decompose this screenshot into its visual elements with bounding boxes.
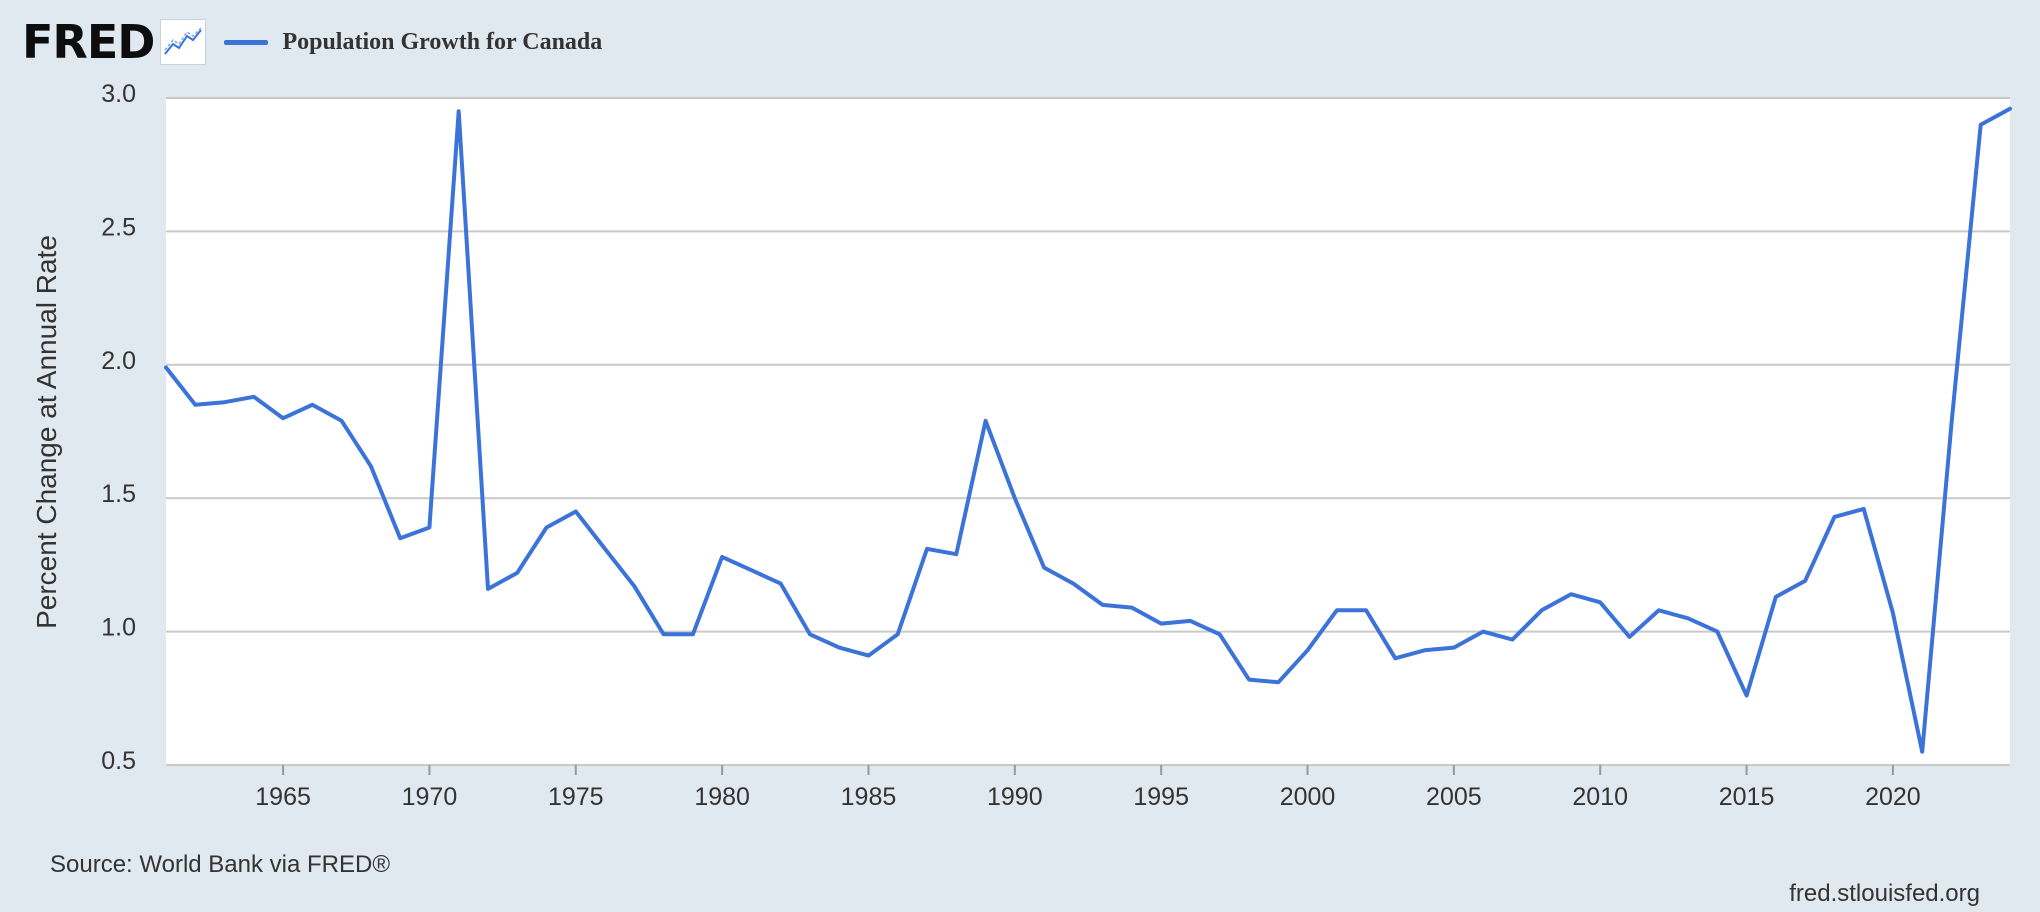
x-tick-label: 2020	[1865, 783, 1921, 811]
series-lines	[164, 106, 2012, 754]
legend[interactable]: Population Growth for Canada	[224, 29, 602, 56]
y-tick-label: 0.5	[101, 747, 136, 775]
x-tick-label: 1970	[402, 783, 458, 811]
trend-chart-icon[interactable]	[160, 19, 207, 65]
y-tick-labels: 0.5 1.0 1.5 2.0 2.5 3.0	[101, 80, 136, 775]
y-tick-label: 1.5	[101, 480, 136, 508]
y-tick-label: 3.0	[101, 80, 136, 108]
site-link[interactable]: fred.stlouisfed.org	[1789, 880, 1980, 907]
chart-header: FRED Population Growth for Canada	[22, 14, 602, 70]
source-note: Source: World Bank via FRED®	[50, 851, 391, 878]
y-tick-label: 2.5	[101, 213, 136, 241]
x-tick-label: 2010	[1572, 783, 1628, 811]
x-tick-label: 1985	[841, 783, 897, 811]
y-tick-label: 2.0	[101, 347, 136, 375]
x-tick-label: 2005	[1426, 783, 1482, 811]
series-line-population-growth[interactable]	[164, 106, 2012, 754]
x-tick-label: 2000	[1280, 783, 1336, 811]
x-tick-label: 1995	[1133, 783, 1189, 811]
x-tick-label: 1965	[255, 783, 311, 811]
y-axis-label: Percent Change at Annual Rate	[31, 235, 62, 629]
plot-area	[166, 98, 2010, 765]
y-tick-label: 1.0	[101, 614, 136, 642]
legend-swatch	[224, 39, 269, 45]
x-tick-labels: 1965 1970 1975 1980 1985 1990 1995 2000 2005 2010…	[255, 765, 1921, 811]
x-tick-label: 1975	[548, 783, 604, 811]
fred-logo[interactable]: FRED	[22, 15, 155, 69]
x-tick-label: 2015	[1719, 783, 1775, 811]
legend-label: Population Growth for Canada	[282, 28, 603, 55]
x-tick-label: 1980	[694, 783, 750, 811]
x-tick-label: 1990	[987, 783, 1043, 811]
